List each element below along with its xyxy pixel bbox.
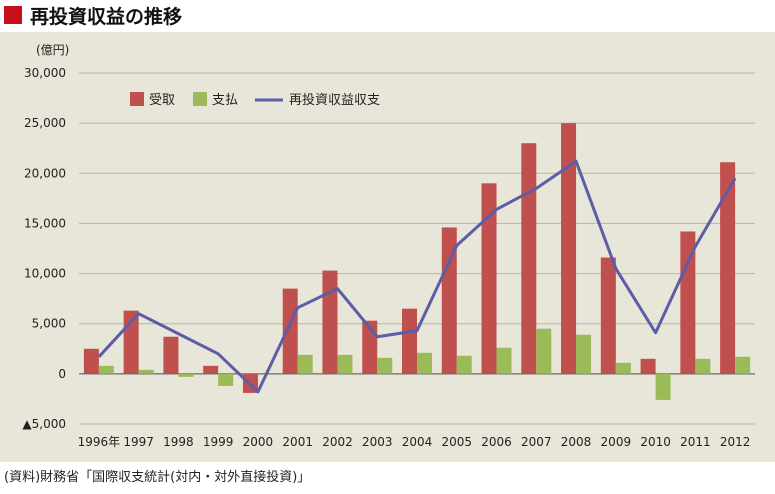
y-tick-label: 30,000 <box>24 66 66 80</box>
bar-receipts <box>322 270 338 374</box>
bar-receipts <box>83 348 99 374</box>
bar-receipts <box>441 227 457 374</box>
bar-receipts <box>600 257 616 374</box>
x-tick-label: 2012 <box>720 435 751 449</box>
bar-receipts <box>163 336 179 374</box>
bar-payments <box>615 362 631 374</box>
bar-payments <box>576 334 592 374</box>
x-tick-label: 2009 <box>601 435 632 449</box>
bar-payments <box>735 356 751 374</box>
x-tick-label: 2005 <box>441 435 472 449</box>
bar-payments <box>138 369 154 374</box>
bar-receipts <box>521 143 537 374</box>
bar-payments <box>496 347 512 374</box>
y-tick-label: 25,000 <box>24 116 66 130</box>
legend-label-payments: 支払 <box>212 93 238 108</box>
bar-payments <box>337 354 353 374</box>
bar-payments <box>655 373 671 400</box>
bar-receipts <box>282 288 298 374</box>
bar-payments <box>178 373 194 377</box>
legend-swatch-receipts <box>130 92 144 106</box>
x-tick-label: 2003 <box>362 435 393 449</box>
bar-receipts <box>561 123 577 374</box>
bar-receipts <box>481 183 497 374</box>
title-square-icon <box>4 6 22 24</box>
bar-receipts <box>720 162 736 374</box>
line-balance <box>97 159 737 394</box>
bar-receipts <box>203 365 219 374</box>
y-tick-label: 20,000 <box>24 166 66 180</box>
y-axis-unit-label: (億円) <box>36 43 69 57</box>
x-tick-label: 1999 <box>203 435 234 449</box>
bar-payments <box>297 354 313 374</box>
y-tick-label: 10,000 <box>24 267 66 281</box>
bar-receipts <box>640 358 656 374</box>
legend-swatch-payments <box>193 92 207 106</box>
title-bar: 再投資収益の推移 <box>0 0 775 30</box>
x-tick-label: 1998 <box>163 435 194 449</box>
x-tick-label: 1997 <box>123 435 154 449</box>
x-tick-label: 1996年 <box>78 435 121 449</box>
x-tick-label: 2001 <box>282 435 313 449</box>
bar-payments <box>695 358 711 374</box>
bar-payments <box>456 355 472 374</box>
y-tick-label: 5,000 <box>32 317 66 331</box>
legend-label-receipts: 受取 <box>149 93 175 108</box>
y-tick-label: 0 <box>58 367 66 381</box>
bar-receipts <box>402 308 417 374</box>
x-tick-label: 2010 <box>640 435 671 449</box>
source-note: (資料)財務省「国際収支統計(対内・対外直接投資)」 <box>4 470 311 485</box>
bar-payments <box>377 357 393 374</box>
y-tick-label: 15,000 <box>24 216 66 230</box>
x-tick-label: 2000 <box>243 435 274 449</box>
bar-payments <box>536 328 552 374</box>
reinvested-earnings-chart: (億円) ▲5,000 0 5,000 10,000 15,000 20,000 25,000… <box>22 43 755 449</box>
page-title: 再投資収益の推移 <box>30 5 183 28</box>
x-tick-label: 2002 <box>322 435 353 449</box>
chart-panel: (億円) ▲5,000 0 5,000 10,000 15,000 20,000 25,000… <box>0 32 775 462</box>
bar-payments <box>417 352 432 374</box>
legend-label-balance: 再投資収益収支 <box>289 92 380 108</box>
bar-payments <box>218 373 234 386</box>
x-tick-label: 2008 <box>561 435 592 449</box>
x-tick-label: 2007 <box>521 435 552 449</box>
x-tick-label: 2011 <box>680 435 711 449</box>
bar-payments <box>98 365 114 374</box>
x-tick-label: 2004 <box>402 435 433 449</box>
bar-receipts <box>680 231 696 374</box>
y-tick-label: ▲5,000 <box>22 417 66 431</box>
x-tick-label: 2006 <box>481 435 512 449</box>
